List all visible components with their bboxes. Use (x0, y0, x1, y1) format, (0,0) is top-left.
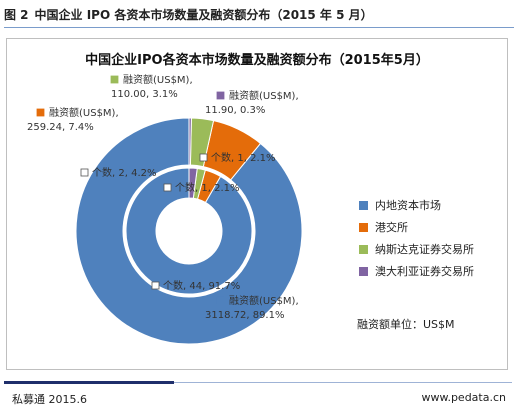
outer-label-marker-0 (216, 296, 225, 305)
inner-ring-slice-3 (188, 167, 198, 199)
outer-ring-slice-0 (75, 117, 303, 345)
footer-website: www.pedata.cn (421, 391, 506, 404)
figure-caption-text: 中国企业 IPO 各资本市场数量及融资额分布（2015 年 5 月） (34, 8, 373, 22)
legend-swatch-0 (359, 200, 368, 210)
outer-label-marker-2 (110, 75, 119, 84)
outer-label-marker-1 (36, 108, 45, 117)
legend-label-3: 澳大利亚证券交易所 (375, 265, 474, 278)
chart-title: 中国企业IPO各资本市场数量及融资额分布（2015年5月） (85, 53, 429, 68)
legend-swatch-1 (359, 222, 368, 232)
unit-note: 融资额单位：US$M (357, 318, 455, 331)
inner-label-marker-1 (80, 168, 89, 177)
legend-label-1: 港交所 (375, 221, 408, 234)
inner-label-marker-0 (151, 281, 160, 290)
legend-label-2: 纳斯达克证券交易所 (375, 243, 474, 256)
chart-legend: 内地资本市场 港交所纳斯达克证券交易所 澳大利亚证券交易所 (359, 194, 507, 282)
inner-label-marker-3 (199, 153, 208, 162)
chart-frame: 中国企业IPO各资本市场数量及融资额分布（2015年5月） 个数, 44, 91… (6, 38, 508, 370)
figure-label: 图 2 (4, 8, 29, 22)
outer-data-label-2: 融资额(US$M), 110.00, 3.1% (111, 73, 193, 100)
legend-swatch-2 (359, 244, 368, 254)
caption-divider (4, 27, 514, 28)
outer-ring-slice-2 (189, 117, 215, 168)
donut-chart: 个数, 44, 91.7% 个数, 2, 4.2% 个数, 1, 2.1% 个数, 1… (27, 73, 303, 345)
footer-source: 私募通 2015.6 (12, 393, 87, 406)
footer-divider (174, 382, 512, 383)
legend-item-1: 港交所 (359, 216, 507, 238)
outer-data-label-0: 融资额(US$M), 3118.72, 89.1% (205, 294, 299, 321)
inner-data-label-0: 个数, 44, 91.7% (163, 279, 240, 292)
outer-ring-slice-1 (202, 120, 262, 181)
inner-label-marker-2 (163, 183, 172, 192)
outer-ring-slice-3 (188, 117, 192, 166)
inner-data-label-2: 个数, 1, 2.1% (175, 181, 239, 194)
outer-label-marker-3 (216, 91, 225, 100)
outer-data-label-3: 融资额(US$M), 11.90, 0.3% (205, 89, 299, 116)
inner-ring-slice-0 (125, 167, 253, 295)
legend-swatch-3 (359, 266, 368, 276)
figure-caption: 图 2 中国企业 IPO 各资本市场数量及融资额分布（2015 年 5 月） (4, 4, 514, 26)
outer-data-label-1: 融资额(US$M), 259.24, 7.4% (27, 106, 119, 133)
legend-item-2: 纳斯达克证券交易所 (359, 238, 507, 260)
legend-item-0: 内地资本市场 (359, 194, 507, 216)
footer-accent-bar (4, 381, 174, 384)
inner-data-label-1: 个数, 2, 4.2% (92, 166, 156, 179)
legend-item-3: 澳大利亚证券交易所 (359, 260, 507, 282)
legend-label-0: 内地资本市场 (375, 199, 441, 212)
inner-data-label-3: 个数, 1, 2.1% (211, 151, 275, 164)
